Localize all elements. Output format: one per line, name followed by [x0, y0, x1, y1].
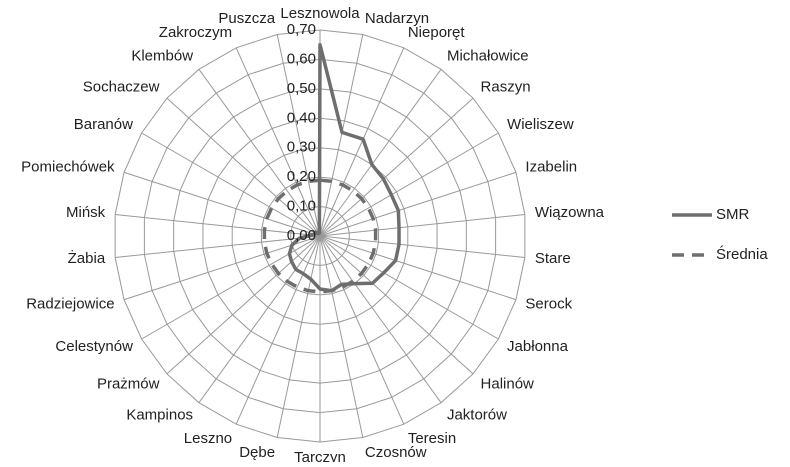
legend-label: SMR — [716, 206, 750, 223]
category-label: Jaktorów — [447, 407, 507, 424]
category-label: Dębe — [239, 444, 275, 461]
spoke — [123, 235, 321, 301]
spoke — [198, 69, 321, 237]
category-label: Celestynów — [55, 338, 133, 355]
legend-label: Średnia — [716, 245, 768, 263]
category-label: Lesznowola — [280, 5, 360, 22]
spoke — [319, 171, 517, 237]
series-line — [287, 42, 401, 293]
spoke — [115, 213, 321, 237]
category-label: Radziejowice — [26, 296, 114, 313]
spoke — [319, 235, 525, 259]
spoke — [319, 47, 405, 237]
spoke — [319, 235, 517, 301]
y-tick-label: 0,60 — [287, 50, 316, 67]
category-label: Pomiechówek — [21, 158, 115, 175]
category-label: Prażmów — [97, 376, 160, 393]
y-tick-label: 0,50 — [287, 80, 316, 97]
spoke — [319, 213, 525, 237]
spoke — [319, 97, 474, 237]
spoke — [235, 235, 321, 425]
category-label: Halinów — [481, 376, 535, 393]
spoke — [319, 132, 499, 237]
category-label: Wiązowna — [535, 204, 605, 221]
category-label: Michałowice — [447, 47, 529, 64]
spoke — [123, 171, 321, 237]
spoke — [319, 235, 442, 403]
y-tick-label: 0,20 — [287, 168, 316, 185]
spoke — [319, 34, 364, 237]
spoke — [235, 47, 321, 237]
category-label: Klembów — [131, 47, 193, 64]
category-label: Żabia — [68, 249, 106, 267]
category-label: Sochaczew — [83, 78, 160, 95]
category-label: Czosnów — [365, 444, 427, 461]
spoke — [319, 69, 442, 237]
category-label: Izabelin — [525, 158, 577, 175]
category-label: Wieliszew — [507, 116, 574, 133]
category-label: Baranów — [74, 116, 133, 133]
category-label: Nieporęt — [408, 24, 466, 41]
spoke — [166, 97, 321, 237]
category-label: Tarczyn — [294, 449, 346, 462]
category-label: Raszyn — [481, 78, 531, 95]
y-tick-label: 0,30 — [287, 139, 316, 156]
y-tick-label: 0,40 — [287, 109, 316, 126]
spoke — [319, 235, 474, 375]
spoke — [198, 235, 321, 403]
y-tick-label: 0,00 — [287, 227, 316, 244]
category-label: Stare — [535, 250, 571, 267]
category-label: Nadarzyn — [365, 10, 429, 27]
spoke — [319, 235, 364, 438]
category-label: Teresin — [408, 430, 456, 447]
category-label: Leszno — [184, 430, 232, 447]
spoke — [319, 235, 405, 425]
category-label: Mińsk — [66, 204, 106, 221]
category-label: Zakroczym — [159, 24, 232, 41]
y-tick-label: 0,70 — [287, 21, 316, 38]
category-label: Jabłonna — [507, 338, 569, 355]
spoke — [166, 235, 321, 375]
category-label: Serock — [525, 296, 572, 313]
spoke — [276, 34, 321, 237]
spoke — [141, 132, 321, 237]
y-tick-label: 0,10 — [287, 198, 316, 215]
spoke — [319, 235, 499, 340]
category-label: Kampinos — [126, 407, 193, 424]
category-label: Puszcza — [218, 10, 275, 27]
spoke — [115, 235, 321, 259]
spoke — [276, 235, 321, 438]
